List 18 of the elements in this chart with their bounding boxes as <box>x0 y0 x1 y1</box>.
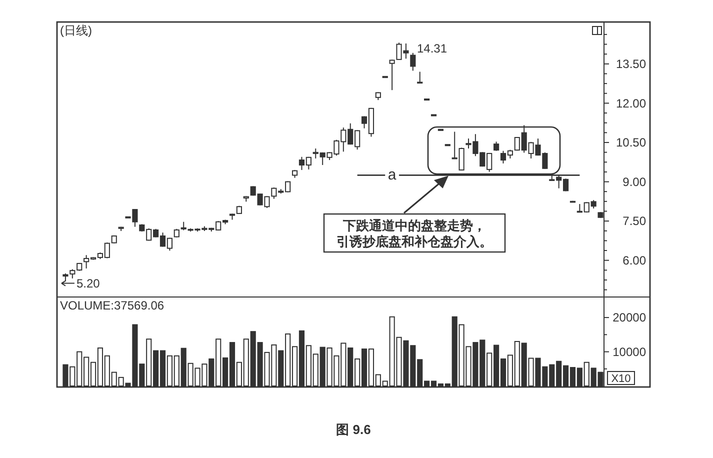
tick-label: 9.00 <box>622 174 646 189</box>
tick-label: 12.00 <box>616 96 646 110</box>
caption: 图 9.6 <box>336 422 371 437</box>
series-label: a <box>388 166 396 184</box>
tick-label: 10.50 <box>616 136 646 150</box>
annotation: 5.20 <box>76 276 100 291</box>
annotation: 引诱抄底盘和补仓盘介入。 <box>336 234 492 249</box>
tick-label: 20000 <box>612 310 646 325</box>
title: (日线) <box>60 24 92 38</box>
tick-label: 13.50 <box>616 57 646 72</box>
tick-label: 6.00 <box>622 254 646 268</box>
title: VOLUME:37569.06 <box>60 298 164 312</box>
annotation: 14.31 <box>417 42 448 56</box>
y-axis-title: X10 <box>611 373 631 385</box>
annotation: 下跌通道中的盘整走势， <box>343 218 486 233</box>
tick-label: 7.50 <box>622 214 646 228</box>
tick-label: 10000 <box>612 344 646 359</box>
ylabel: X10 <box>607 371 635 385</box>
